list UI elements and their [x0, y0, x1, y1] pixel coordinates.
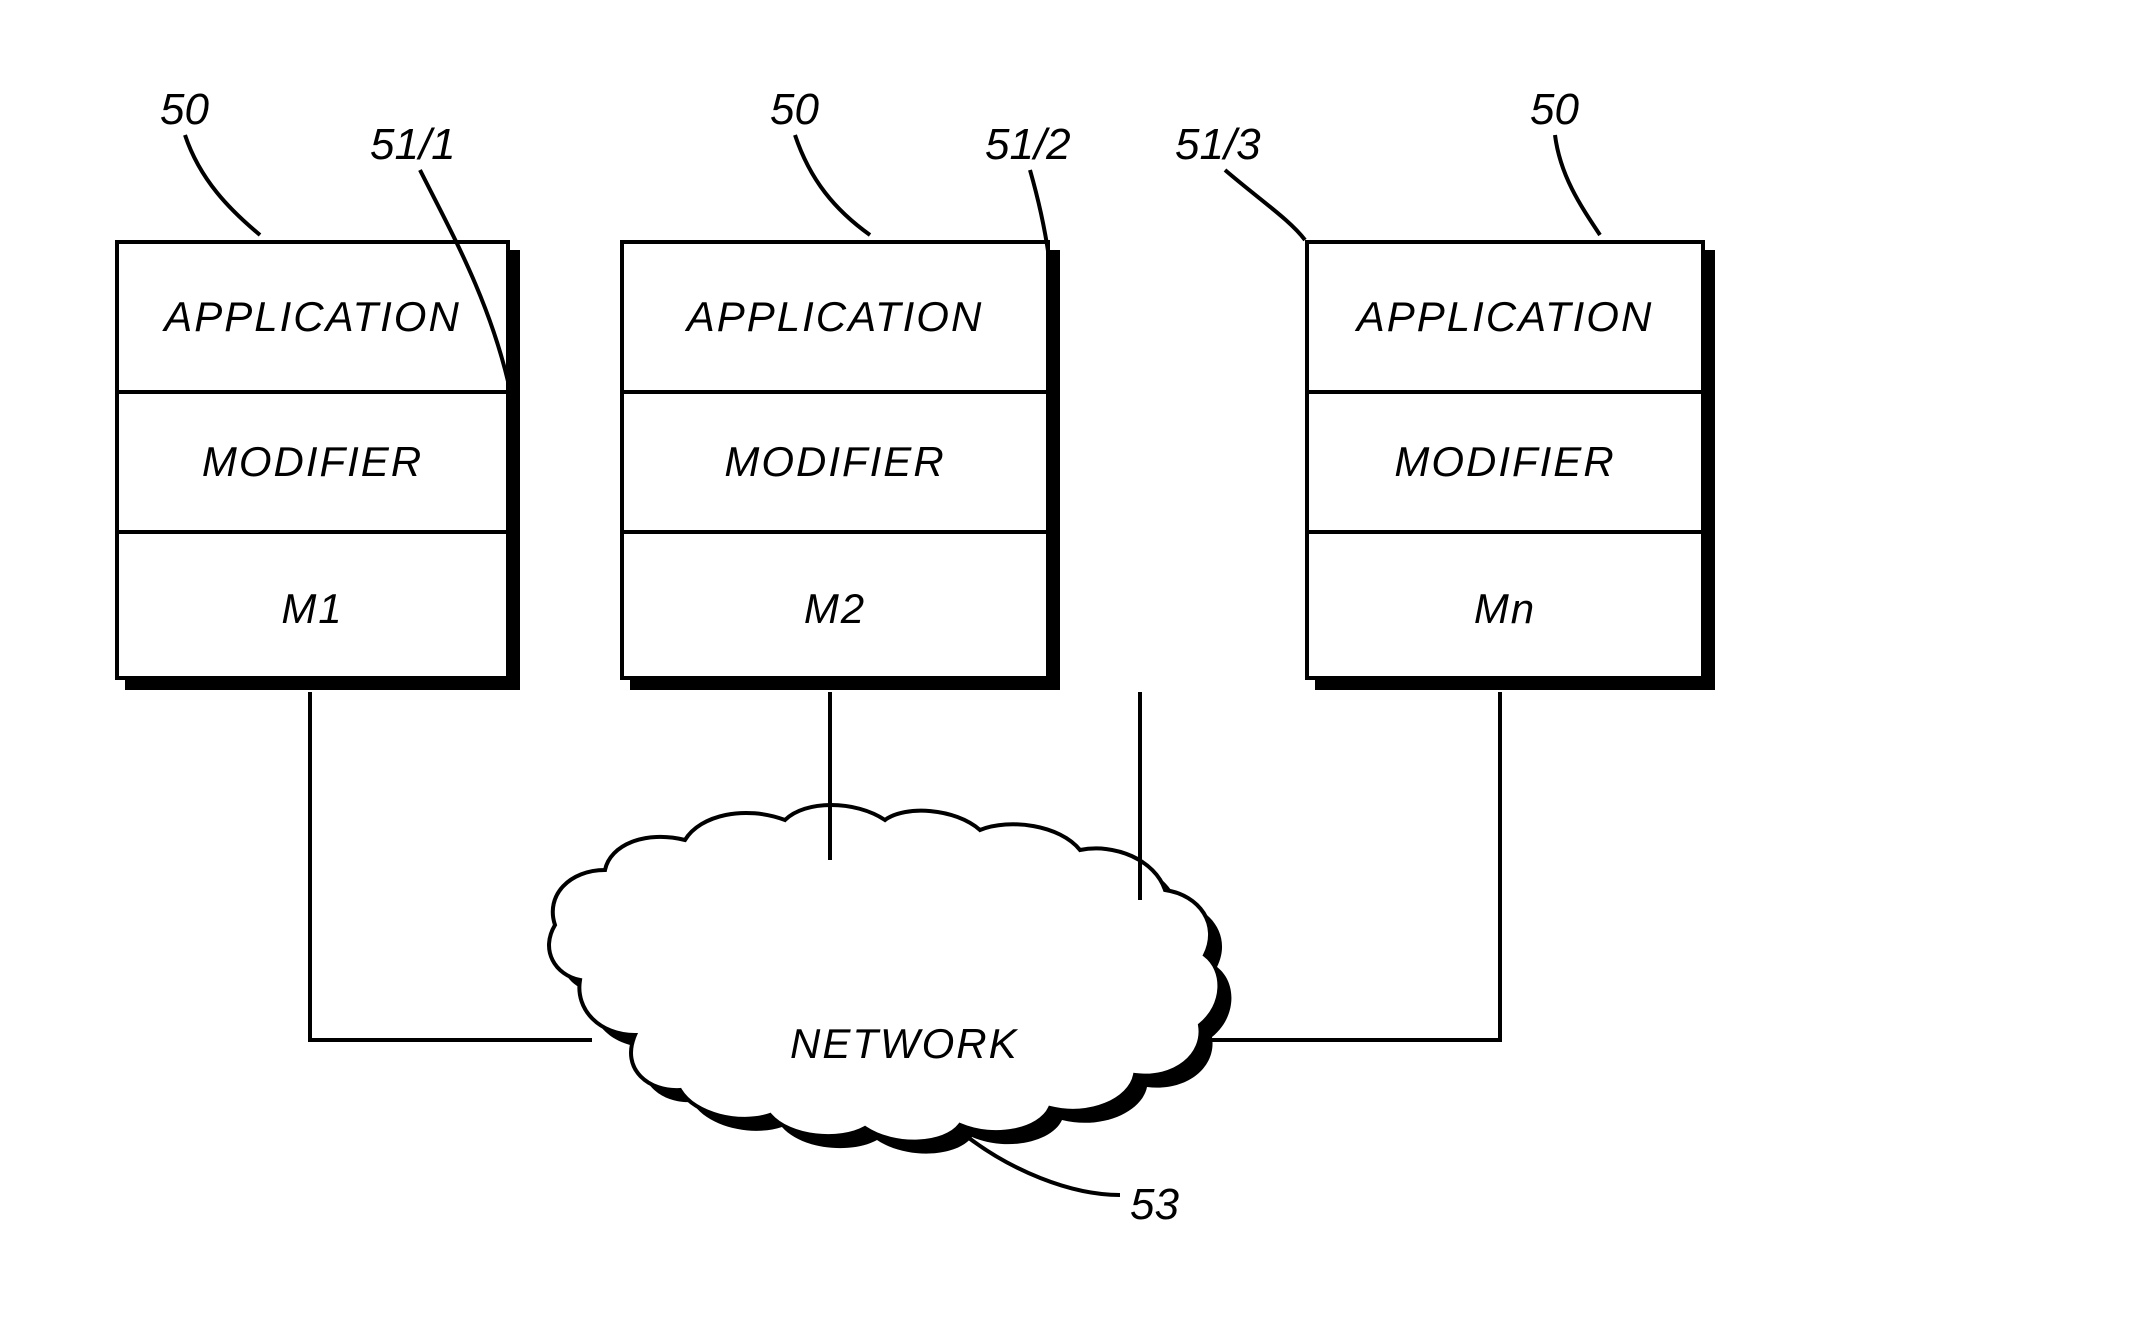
- cell-m2-mid: M2: [624, 534, 1046, 684]
- ref-50-mn: 50: [1530, 85, 1579, 135]
- connector-3: [1200, 692, 1500, 1040]
- cell-m1-mid: M1: [119, 534, 506, 684]
- network-cloud-shadow: [561, 817, 1231, 1154]
- cell-m2-app: APPLICATION: [624, 244, 1046, 394]
- stack-m2: APPLICATIONMODIFIERM2: [620, 240, 1050, 680]
- diagram-canvas: APPLICATIONMODIFIERM1APPLICATIONMODIFIER…: [0, 0, 2154, 1323]
- cell-m2-mod: MODIFIER: [624, 394, 1046, 534]
- ref-50-m1: 50: [160, 85, 209, 135]
- stack-mn: APPLICATIONMODIFIERMn: [1305, 240, 1705, 680]
- cell-m1-mod: MODIFIER: [119, 394, 506, 534]
- ref-51-m2: 51/2: [985, 120, 1071, 170]
- network-cloud: [549, 805, 1219, 1142]
- cell-mn-mod: MODIFIER: [1309, 394, 1701, 534]
- network-label: NETWORK: [790, 1020, 1019, 1068]
- ref-50-m1-leader: [185, 135, 260, 235]
- ref-50-m2: 50: [770, 85, 819, 135]
- cell-mn-app: APPLICATION: [1309, 244, 1701, 394]
- cell-m1-app: APPLICATION: [119, 244, 506, 394]
- connector-0: [310, 692, 592, 1040]
- ref-50-m2-leader: [795, 135, 870, 235]
- ref-51-mn: 51/3: [1175, 120, 1261, 170]
- ref-51-m1: 51/1: [370, 120, 456, 170]
- ref-53: 53: [1130, 1180, 1179, 1230]
- ref-50-mn-leader: [1555, 135, 1600, 235]
- ref-51-mn-leader: [1225, 170, 1305, 240]
- ref-53-leader: [965, 1135, 1120, 1195]
- stack-m1: APPLICATIONMODIFIERM1: [115, 240, 510, 680]
- cell-mn-mid: Mn: [1309, 534, 1701, 684]
